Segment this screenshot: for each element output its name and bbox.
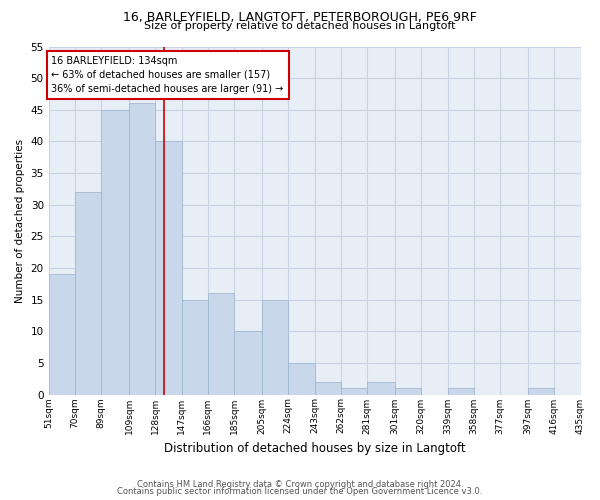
Bar xyxy=(288,363,314,394)
Bar xyxy=(129,104,155,395)
X-axis label: Distribution of detached houses by size in Langtoft: Distribution of detached houses by size … xyxy=(164,442,466,455)
Bar xyxy=(182,300,208,394)
Bar xyxy=(341,388,367,394)
Bar xyxy=(75,192,101,394)
Bar xyxy=(367,382,395,394)
Bar xyxy=(314,382,341,394)
Text: Size of property relative to detached houses in Langtoft: Size of property relative to detached ho… xyxy=(144,21,456,31)
Text: 16, BARLEYFIELD, LANGTOFT, PETERBOROUGH, PE6 9RF: 16, BARLEYFIELD, LANGTOFT, PETERBOROUGH,… xyxy=(123,11,477,24)
Bar xyxy=(101,110,129,395)
Bar xyxy=(448,388,474,394)
Bar xyxy=(234,331,262,394)
Text: 16 BARLEYFIELD: 134sqm
← 63% of detached houses are smaller (157)
36% of semi-de: 16 BARLEYFIELD: 134sqm ← 63% of detached… xyxy=(52,56,284,94)
Bar xyxy=(395,388,421,394)
Bar xyxy=(528,388,554,394)
Text: Contains HM Land Registry data © Crown copyright and database right 2024.: Contains HM Land Registry data © Crown c… xyxy=(137,480,463,489)
Bar xyxy=(208,294,234,394)
Bar xyxy=(262,300,288,394)
Y-axis label: Number of detached properties: Number of detached properties xyxy=(15,138,25,302)
Bar xyxy=(581,388,600,394)
Bar xyxy=(49,274,75,394)
Text: Contains public sector information licensed under the Open Government Licence v3: Contains public sector information licen… xyxy=(118,487,482,496)
Bar xyxy=(155,142,182,394)
